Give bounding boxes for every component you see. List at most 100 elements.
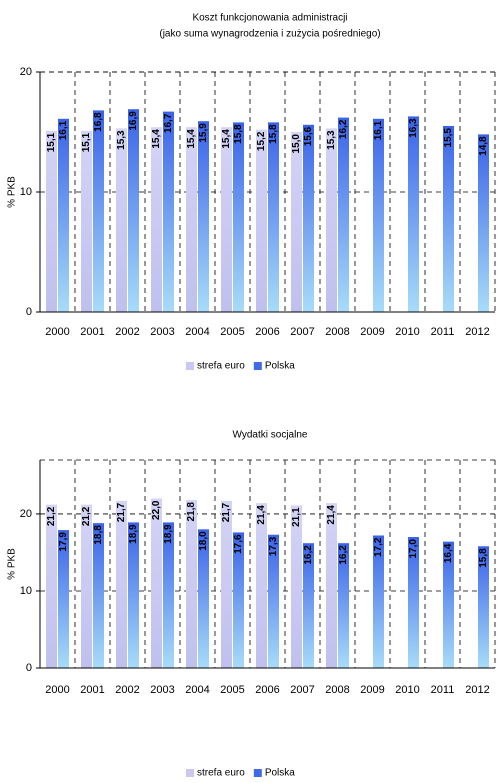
bar (198, 121, 209, 312)
value-label: 16,2 (303, 545, 314, 565)
bar (221, 127, 232, 312)
bar (46, 130, 57, 312)
bar (58, 118, 69, 312)
bar (81, 130, 92, 312)
x-tick-label: 2001 (80, 326, 104, 338)
value-label: 15,8 (233, 124, 244, 144)
value-label: 16,2 (338, 119, 349, 139)
x-tick-label: 2002 (115, 326, 139, 338)
bar (186, 127, 197, 312)
x-tick-label: 2011 (431, 684, 455, 696)
legend-label: strefa euro (197, 768, 245, 779)
x-tick-label: 2012 (465, 684, 489, 696)
bar (151, 498, 162, 668)
bar (291, 505, 302, 668)
x-tick-label: 2007 (290, 326, 314, 338)
value-label: 16,2 (338, 545, 349, 565)
x-tick-label: 2001 (80, 684, 104, 696)
bar (58, 530, 69, 668)
legend-swatch (186, 769, 194, 777)
x-tick-label: 2008 (325, 326, 349, 338)
value-label: 21,2 (46, 506, 57, 526)
x-tick-label: 2004 (185, 684, 209, 696)
value-label: 17,9 (58, 532, 69, 552)
x-tick-label: 2011 (431, 326, 455, 338)
value-label: 18,9 (128, 524, 139, 544)
value-label: 15,4 (221, 129, 232, 149)
x-tick-label: 2002 (115, 684, 139, 696)
bar (303, 124, 314, 312)
value-label: 15,4 (151, 129, 162, 149)
value-label: 16,1 (373, 120, 384, 140)
legend-label: strefa euro (197, 361, 245, 372)
bar (128, 522, 139, 668)
y-tick-label: 0 (26, 662, 32, 674)
bar (256, 503, 267, 668)
value-label: 15,1 (81, 132, 92, 152)
value-label: 21,7 (221, 502, 232, 522)
bar (81, 504, 92, 668)
value-label: 15,8 (268, 124, 279, 144)
chart-title: Wydatki socjalne (233, 430, 308, 441)
bar (93, 110, 104, 313)
x-tick-label: 2003 (150, 684, 174, 696)
bar (338, 543, 349, 668)
value-label: 15,8 (478, 548, 489, 568)
bar (268, 534, 279, 668)
value-label: 16,8 (93, 112, 104, 132)
value-label: 17,6 (233, 534, 244, 554)
x-tick-label: 2010 (395, 326, 419, 338)
bar (151, 127, 162, 312)
bar (128, 109, 139, 312)
bar (478, 134, 489, 312)
bar (373, 535, 384, 668)
value-label: 16,1 (58, 120, 69, 140)
x-tick-label: 2004 (185, 326, 209, 338)
value-label: 18,9 (163, 524, 174, 544)
bar (268, 122, 279, 313)
y-axis-label: % PKB (7, 548, 18, 580)
value-label: 17,0 (408, 539, 419, 559)
value-label: 18,8 (93, 525, 104, 545)
bar (326, 503, 337, 668)
value-label: 17,3 (268, 536, 279, 556)
value-label: 15,2 (256, 131, 267, 151)
bar (291, 132, 302, 312)
y-tick-label: 10 (20, 585, 32, 597)
x-tick-label: 2003 (150, 326, 174, 338)
bar (408, 116, 419, 313)
y-axis-label: % PKB (7, 176, 18, 208)
value-label: 22,0 (151, 500, 162, 520)
value-label: 21,4 (256, 505, 267, 525)
bar (256, 129, 267, 312)
x-tick-label: 2009 (360, 684, 384, 696)
bar (443, 126, 454, 312)
chart-subtitle: (jako suma wynagrodzenia i zużycia pośre… (159, 29, 380, 40)
value-label: 21,4 (326, 505, 337, 525)
y-tick-label: 10 (20, 186, 32, 198)
bar (408, 537, 419, 668)
value-label: 16,7 (163, 113, 174, 133)
x-tick-label: 2006 (255, 684, 279, 696)
bar (478, 546, 489, 668)
value-label: 15,3 (116, 130, 127, 150)
value-label: 15,3 (326, 130, 337, 150)
x-tick-label: 2000 (45, 684, 69, 696)
x-tick-label: 2006 (255, 326, 279, 338)
bar (46, 504, 57, 668)
legend-swatch (253, 362, 262, 370)
legend-label: Polska (265, 768, 295, 779)
bar (116, 500, 127, 668)
bar (326, 128, 337, 312)
bar (163, 522, 174, 668)
bar (233, 532, 244, 668)
value-label: 17,2 (373, 537, 384, 557)
bar (198, 529, 209, 668)
x-tick-label: 2012 (465, 326, 489, 338)
x-tick-label: 2005 (220, 684, 244, 696)
x-tick-label: 2000 (45, 326, 69, 338)
y-tick-label: 20 (20, 66, 32, 78)
bar (443, 541, 454, 668)
bar (373, 118, 384, 312)
